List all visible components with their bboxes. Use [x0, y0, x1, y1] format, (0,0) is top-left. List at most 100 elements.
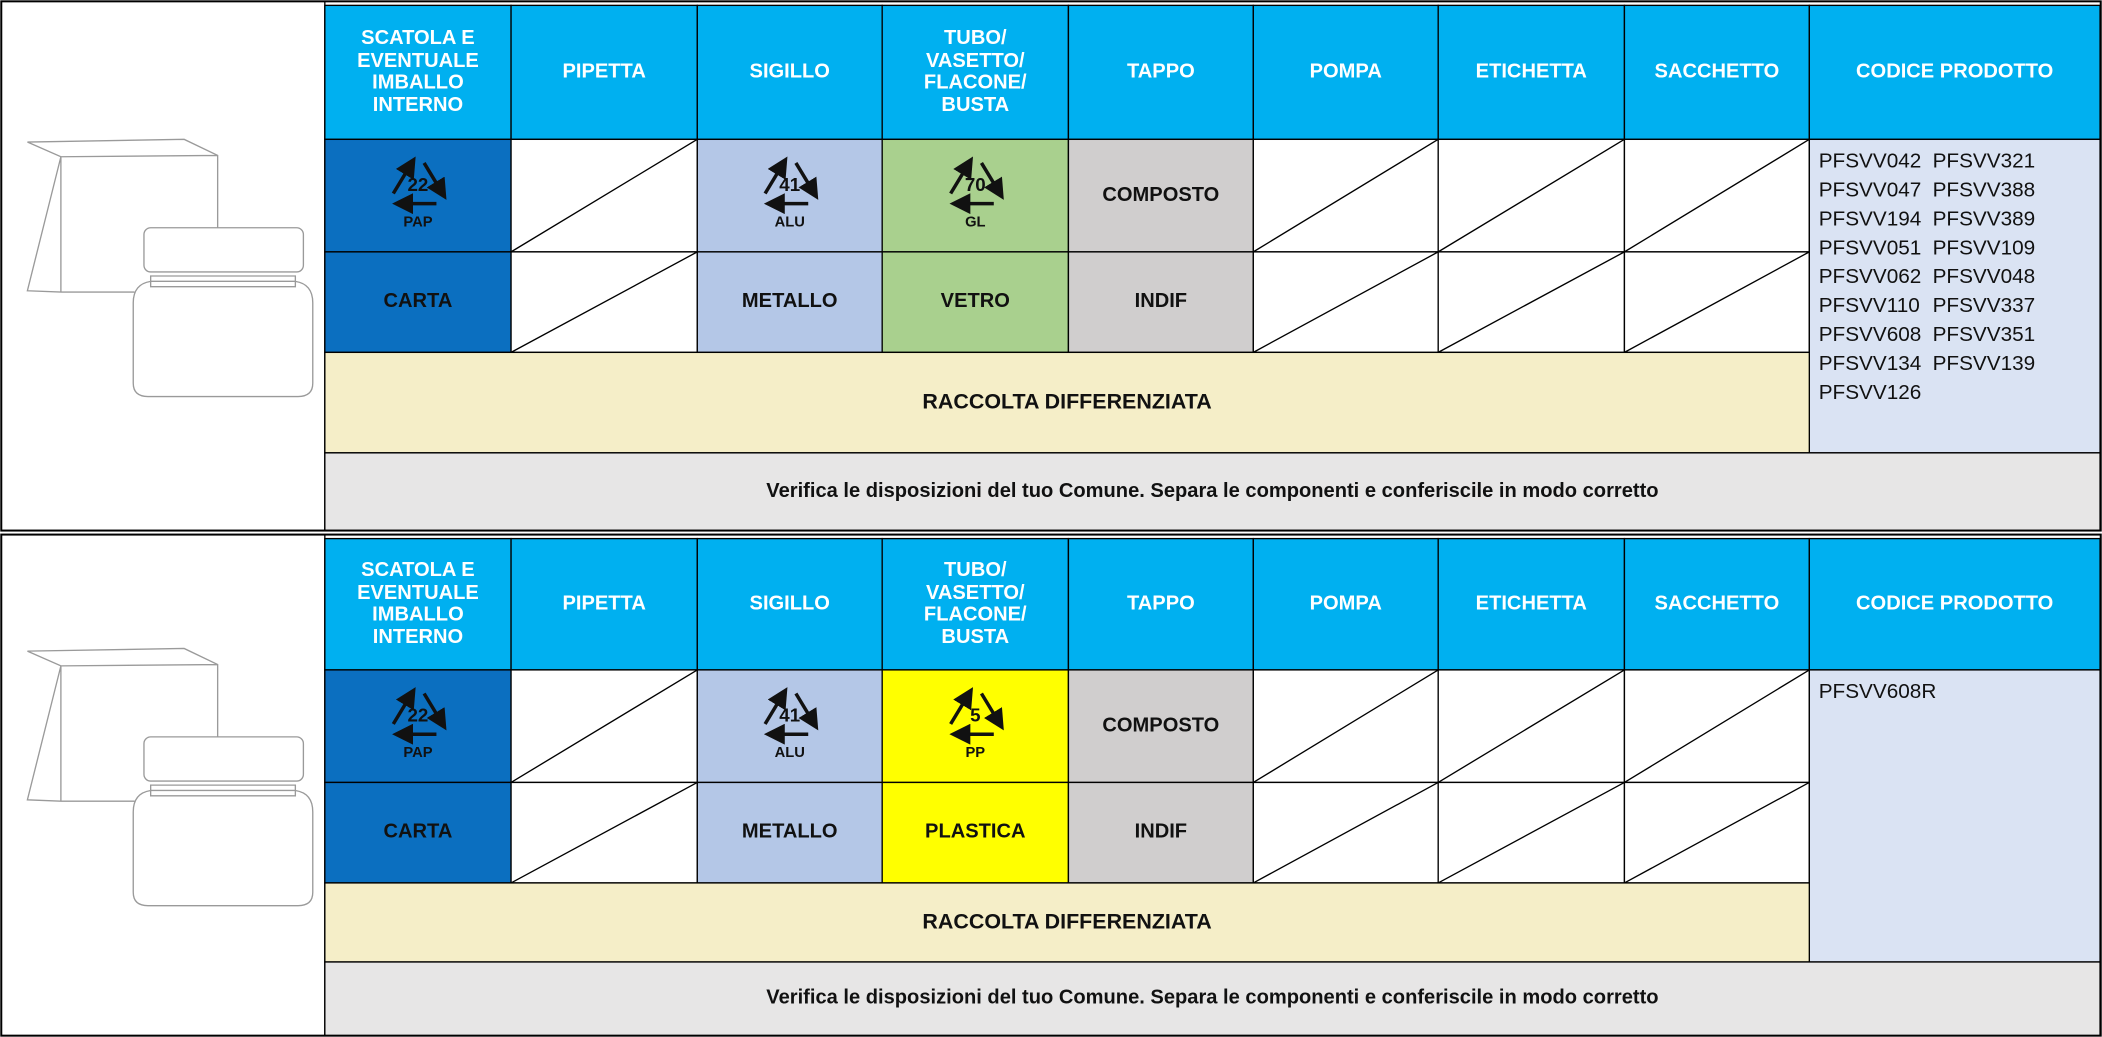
product-code: PFSVV139 — [1933, 352, 2036, 375]
recycling-number: 70 — [965, 174, 986, 195]
recycling-arrow — [949, 156, 974, 195]
diagonal — [510, 781, 698, 884]
header-cell — [1623, 4, 1810, 141]
column-header-box: SCATOLA E EVENTUALE IMBALLO INTERNO — [357, 558, 479, 648]
column-header: ETICHETTA — [1475, 591, 1587, 615]
recycling-code: ALU — [775, 745, 805, 761]
block-border — [0, 0, 2102, 532]
column-header-box: ETICHETTA — [1475, 591, 1587, 615]
column-header-box: SCATOLA E EVENTUALE IMBALLO INTERNO — [357, 26, 479, 116]
column-header: TUBO/ VASETTO/ FLACONE/ BUSTA — [923, 558, 1027, 648]
recycling-arrow — [763, 156, 788, 195]
product-code: PFSVV388 — [1933, 178, 2036, 201]
product-code: PFSVV062 — [1819, 265, 1922, 288]
material-cell — [1067, 781, 1254, 884]
note-box: Verifica le disposizioni del tuo Comune.… — [766, 986, 1659, 1010]
recycling-code: PAP — [403, 214, 432, 230]
recycling-symbol: 22 PAP — [391, 687, 447, 761]
material-box: METALLO — [742, 821, 838, 843]
diagonal — [1624, 138, 1810, 253]
recycling-number: 5 — [970, 705, 980, 726]
collection-box: RACCOLTA DIFFERENZIATA — [922, 390, 1212, 414]
codes-header: CODICE PRODOTTO — [1856, 59, 2054, 83]
material-box: CARTA — [383, 820, 453, 844]
collection: RACCOLTA DIFFERENZIATA — [922, 390, 1212, 414]
material: VETRO — [940, 289, 1010, 313]
header-cell — [1252, 4, 1439, 141]
header-cell — [881, 537, 1070, 671]
diagonal — [1624, 781, 1810, 884]
column-header: SACCHETTO — [1654, 591, 1780, 615]
column-header: POMPA — [1309, 591, 1382, 615]
product-code: PFSVV134 — [1819, 352, 1922, 375]
column-header: PIPETTA — [562, 591, 646, 615]
product-code: PFSVV051 — [1819, 236, 1922, 259]
column-header-box: PIPETTA — [562, 591, 646, 615]
product-image — [26, 138, 314, 398]
diagonal — [1437, 138, 1625, 253]
column-header-box: POMPA — [1310, 60, 1382, 82]
recycling-symbol: 5 PP — [949, 687, 1004, 761]
material-cell — [1067, 251, 1254, 354]
recycling-arrow — [422, 162, 447, 200]
diagonal — [510, 251, 698, 353]
identification-box: COMPOSTO — [1102, 184, 1219, 206]
column-header: SCATOLA E EVENTUALE IMBALLO INTERNO — [357, 558, 479, 648]
product-code: PFSVV047 — [1819, 178, 1922, 201]
product-code: PFSVV110 — [1819, 294, 1920, 317]
material-box: METALLO — [742, 290, 838, 312]
collection-cell — [324, 351, 1810, 454]
note-box: Verifica le disposizioni del tuo Comune.… — [766, 479, 1659, 503]
column-header: SCATOLA E EVENTUALE IMBALLO INTERNO — [357, 26, 479, 116]
identification-box: COMPOSTO — [1102, 713, 1220, 737]
material: CARTA — [383, 289, 453, 313]
header-cell — [1067, 4, 1254, 141]
symbol-cell — [696, 669, 883, 784]
recycling-code: PP — [965, 745, 985, 761]
product-code: PFSVV126 — [1819, 381, 1922, 404]
recycling-code: GL — [965, 214, 985, 230]
codes-cell — [1808, 669, 2101, 963]
product-code: PFSVV042 — [1819, 149, 1922, 172]
recycling-number: 22 — [408, 705, 429, 726]
material-box: INDIF — [1135, 290, 1187, 312]
header-cell — [696, 537, 883, 671]
column-header-box: TUBO/ VASETTO/ FLACONE/ BUSTA — [923, 26, 1027, 116]
recycling-number: 22 — [408, 174, 429, 195]
identification-cell — [1067, 138, 1254, 253]
column-header-box: PIPETTA — [562, 60, 645, 82]
note: Verifica le disposizioni del tuo Comune.… — [766, 479, 1659, 503]
product-image — [26, 647, 314, 907]
material-cell — [881, 781, 1070, 884]
product-code: PFSVV608 — [1819, 323, 1922, 346]
collection-cell — [324, 882, 1810, 963]
material-box: INDIF — [1134, 820, 1188, 844]
diagonal — [1624, 669, 1810, 784]
note: Verifica le disposizioni del tuo Comune.… — [766, 986, 1659, 1010]
symbol-cell — [324, 138, 512, 253]
column-header: TUBO/ VASETTO/ FLACONE/ BUSTA — [923, 26, 1027, 116]
header-cell — [1623, 537, 1810, 671]
header-cell — [324, 4, 512, 141]
material: INDIF — [1134, 820, 1188, 844]
symbol-cell — [881, 669, 1070, 784]
diagonal — [510, 138, 698, 253]
material-box: CARTA — [383, 289, 453, 313]
note-cell — [324, 452, 2101, 532]
recycling-arrow — [949, 687, 974, 725]
material: CARTA — [383, 820, 453, 844]
identification: COMPOSTO — [1102, 713, 1220, 737]
diagonal — [1624, 251, 1810, 353]
recycling-number: 41 — [779, 174, 800, 195]
codes-cell — [1808, 138, 2101, 454]
product-code: PFSVV194 — [1819, 207, 1922, 230]
diagonal — [1437, 669, 1625, 784]
header-cell — [510, 4, 698, 141]
recycling-arrow — [422, 692, 447, 731]
collection: RACCOLTA DIFFERENZIATA — [922, 910, 1212, 934]
column-header-box: SIGILLO — [750, 60, 830, 82]
header-cell — [1437, 4, 1626, 141]
column-header-box: TAPPO — [1127, 592, 1195, 614]
